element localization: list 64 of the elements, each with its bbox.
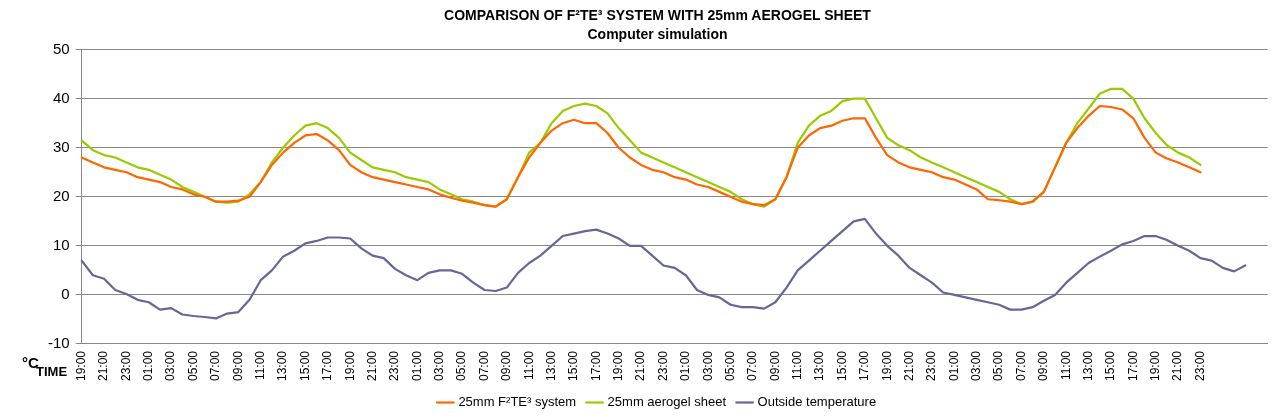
y-tick-label: 20 [52, 186, 70, 204]
x-tick-label: 01:00 [409, 350, 424, 381]
x-tick-label: 11:00 [1058, 350, 1073, 381]
x-tick-label: 09:00 [499, 350, 514, 381]
x-tick-label: 19:00 [1148, 350, 1163, 381]
x-tick-label: 17:00 [857, 350, 872, 381]
x-tick-label: 09:00 [767, 350, 782, 381]
x-tick-label: 21:00 [364, 350, 379, 381]
x-tick-label: 11:00 [790, 350, 805, 381]
x-tick-label: 23:00 [655, 350, 670, 381]
x-tick-label: 17:00 [1125, 350, 1140, 381]
x-tick-label: 03:00 [969, 350, 984, 381]
legend-label: Outside temperature [757, 394, 877, 410]
chart-subtitle: Computer simulation [587, 26, 728, 43]
y-tick-label: 10 [52, 235, 70, 253]
x-tick-label: 05:00 [185, 350, 200, 381]
x-tick-label: 13:00 [1080, 350, 1095, 381]
x-tick-label: 13:00 [543, 350, 558, 381]
x-tick-label: 19:00 [879, 350, 894, 381]
legend-label: 25mm aerogel sheet [607, 394, 727, 410]
x-tick-label: 17:00 [588, 350, 603, 381]
y-tick-label: 40 [52, 88, 70, 106]
y-tick-label: 50 [52, 39, 70, 57]
x-tick-label: 03:00 [700, 350, 715, 381]
x-tick-label: 07:00 [745, 350, 760, 381]
x-tick-label: 21:00 [633, 350, 648, 381]
x-tick-label: 07:00 [1013, 350, 1028, 381]
x-tick-label: 13:00 [812, 350, 827, 381]
y-axis-title: °C [22, 353, 39, 371]
x-tick-label: 23:00 [118, 350, 133, 381]
x-tick-label: 05:00 [991, 350, 1006, 381]
x-tick-label: 23:00 [1192, 350, 1207, 381]
x-tick-label: 23:00 [387, 350, 402, 381]
x-tick-label: 19:00 [342, 350, 357, 381]
x-tick-label: 05:00 [454, 350, 469, 381]
x-tick-label: 15:00 [566, 350, 581, 381]
y-tick-label: 30 [52, 137, 70, 155]
y-tick-label: 0 [61, 285, 70, 303]
x-tick-label: 07:00 [476, 350, 491, 381]
x-tick-label: 21:00 [1170, 350, 1185, 381]
x-tick-label: 11:00 [521, 350, 536, 381]
x-tick-label: 09:00 [1036, 350, 1051, 381]
x-tick-label: 15:00 [1103, 350, 1118, 381]
x-tick-label: 15:00 [297, 350, 312, 381]
x-tick-label: 21:00 [96, 350, 111, 381]
legend-label: 25mm F²TE³ system [458, 394, 577, 410]
x-tick-label: 01:00 [678, 350, 693, 381]
x-tick-label: 15:00 [834, 350, 849, 381]
x-tick-label: 19:00 [73, 350, 88, 381]
x-tick-label: 11:00 [253, 350, 267, 381]
x-tick-label: 01:00 [946, 350, 961, 381]
x-tick-label: 03:00 [163, 350, 178, 381]
x-tick-label: 01:00 [141, 350, 156, 381]
x-tick-label: 13:00 [275, 350, 290, 381]
chart-title: COMPARISON OF F²TE³ SYSTEM WITH 25mm AEROGEL SHEET [444, 7, 872, 24]
x-tick-label: 03:00 [432, 350, 447, 381]
x-tick-label: 19:00 [611, 350, 626, 381]
x-tick-label: 05:00 [722, 350, 737, 381]
x-tick-label: 17:00 [320, 350, 335, 381]
x-tick-label: 07:00 [208, 350, 223, 381]
x-tick-label: 21:00 [901, 350, 916, 381]
y-tick-label: -10 [47, 334, 70, 352]
x-tick-label: 23:00 [924, 350, 939, 381]
x-tick-label: 09:00 [230, 350, 245, 381]
